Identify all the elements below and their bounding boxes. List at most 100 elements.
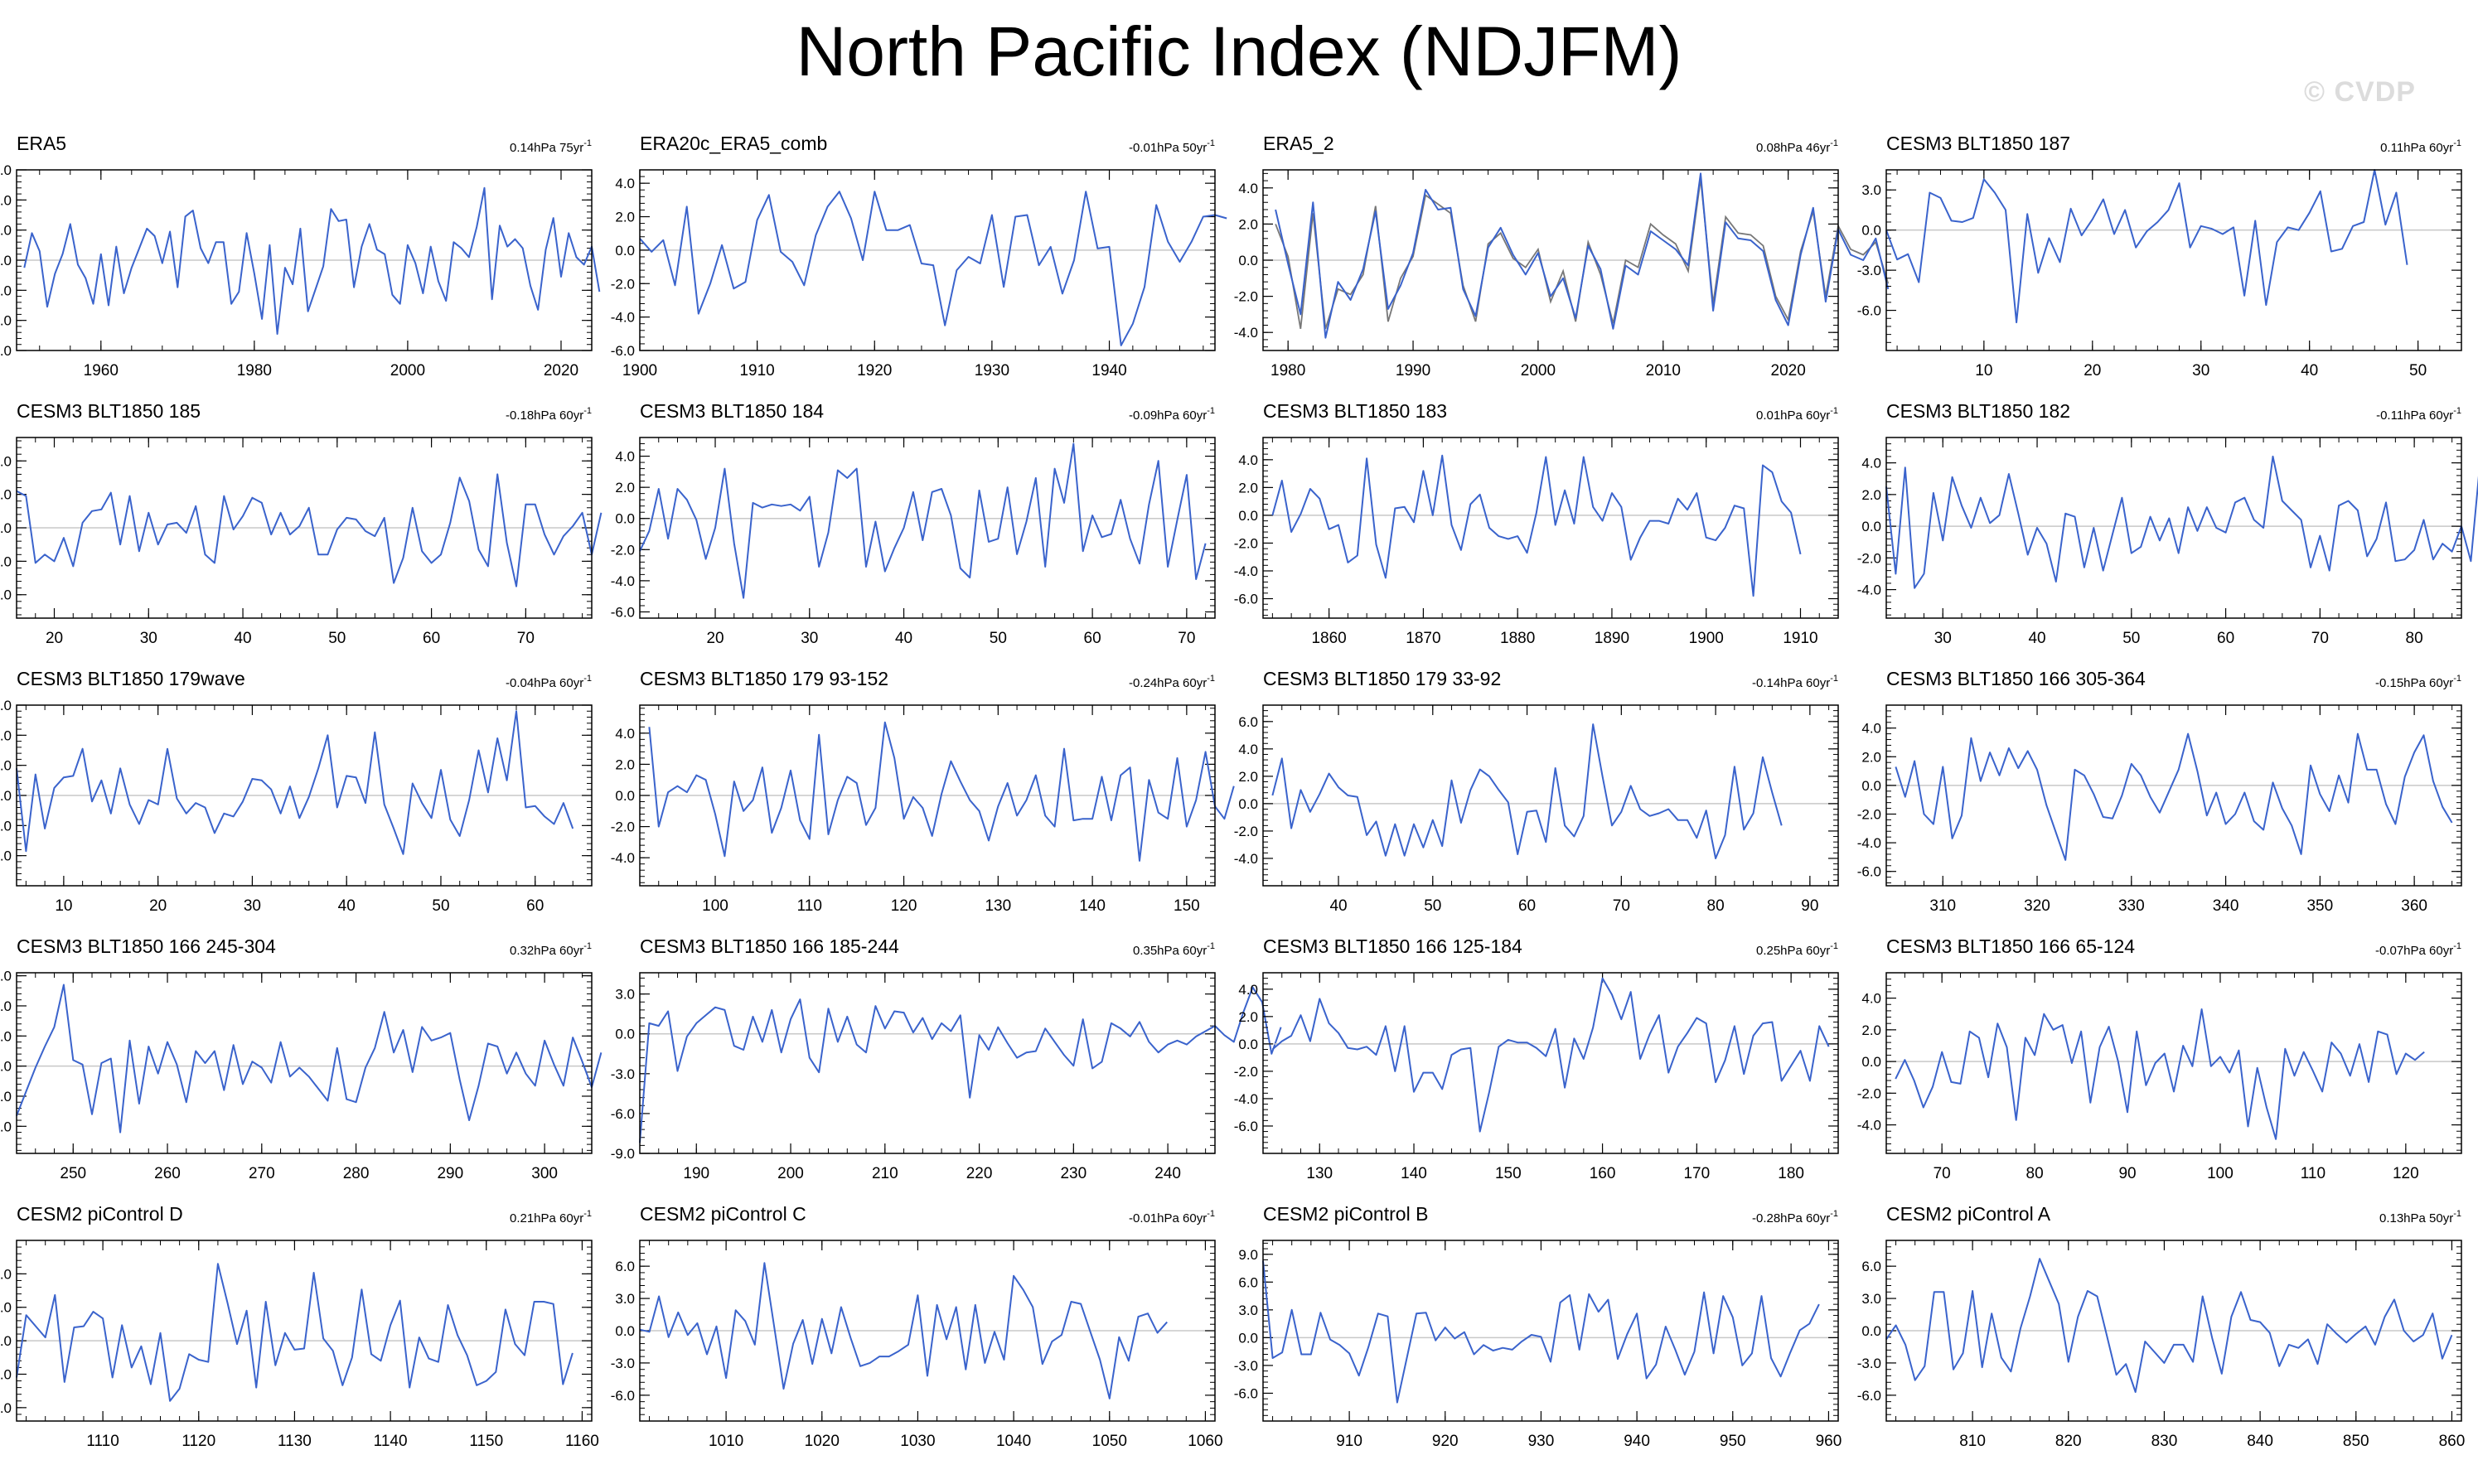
x-tick-label: 150	[1174, 897, 1200, 915]
chart-panel: CESM3 BLT1850 184 -0.09hPa 60yr-1 4.0 2.0 0.…	[611, 400, 1216, 647]
x-tick-label: 150	[1495, 1165, 1522, 1182]
y-tick-label: 0.0	[1861, 1054, 1881, 1070]
x-tick-label: 960	[1816, 1433, 1842, 1450]
chart-panel: ERA5_2 0.08hPa 46yr-1 4.0 2.0 0.0 -2.0 -4.0 198…	[1234, 133, 1890, 379]
y-tick-label: 4.0	[1238, 181, 1258, 196]
panel-title: CESM3 BLT1850 184	[640, 400, 824, 422]
panel-title: CESM3 BLT1850 182	[1886, 400, 2070, 422]
plot-frame	[1262, 437, 1839, 619]
x-tick-label: 1110	[86, 1433, 119, 1450]
y-tick-label: 3.0	[1861, 1291, 1881, 1307]
x-tick-label: 830	[2151, 1433, 2178, 1450]
y-tick-label: -4.0	[0, 848, 12, 864]
y-tick-label: -6.0	[1234, 1385, 1258, 1401]
y-tick-label: 6.0	[1861, 1259, 1881, 1274]
chart-panel: CESM3 BLT1850 166 125-184 0.25hPa 60yr-1 4…	[1234, 935, 1839, 1182]
y-tick-label: 0.0	[1238, 1330, 1258, 1346]
trend-value: 0.21hPa 60yr	[510, 1211, 583, 1225]
y-tick-label: -3.0	[611, 1356, 635, 1371]
y-tick-label: 4.0	[1861, 721, 1881, 737]
x-tick-label: 250	[60, 1165, 86, 1182]
trend-value: -0.14hPa 60yr	[1752, 676, 1830, 690]
trend-value: -0.11hPa 60yr	[2376, 408, 2453, 423]
x-tick-label: 350	[2306, 897, 2333, 915]
chart-panel: CESM3 BLT1850 166 245-304 0.32hPa 60yr-1 6…	[0, 935, 603, 1182]
plot-frame	[639, 169, 1216, 351]
x-tick-label: 290	[437, 1165, 463, 1182]
x-tick-label: 1040	[996, 1433, 1031, 1450]
x-tick-label: 1050	[1092, 1433, 1127, 1450]
y-tick-label: 3.0	[1238, 1303, 1258, 1318]
series-line	[1895, 1008, 2425, 1140]
y-tick-label: 0.0	[1861, 223, 1881, 239]
x-tick-label: 1880	[1500, 630, 1535, 647]
x-tick-label: 100	[702, 897, 728, 915]
x-tick-label: 1130	[278, 1433, 312, 1450]
trend-exponent: -1	[583, 674, 592, 684]
y-tick-label: 0.0	[615, 243, 635, 259]
x-tick-label: 1010	[709, 1433, 743, 1450]
y-tick-label: -6.0	[1857, 303, 1881, 319]
x-tick-label: 1860	[1311, 630, 1346, 647]
panel-title: ERA20c_ERA5_comb	[640, 133, 827, 154]
panel-trend: 0.35hPa 60yr-1	[1133, 941, 1215, 958]
x-tick-label: 910	[1336, 1433, 1362, 1450]
trend-value: 0.14hPa 75yr	[510, 141, 583, 155]
chart-panel: ERA5 0.14hPa 75yr-1 6.0 4.0 2.0 0.0 -2.0 -4.0 -6…	[0, 133, 601, 379]
panel-title: CESM2 piControl C	[640, 1203, 806, 1225]
chart-panel: CESM3 BLT1850 166 65-124 -0.07hPa 60yr-1 4…	[1857, 935, 2462, 1182]
y-tick-label: 4.0	[615, 176, 635, 191]
y-tick-label: -6.0	[1234, 1119, 1258, 1134]
trend-value: -0.01hPa 50yr	[1129, 141, 1207, 155]
series-line	[16, 1263, 574, 1402]
y-tick-label: 3.0	[615, 987, 635, 1003]
x-tick-label: 70	[1178, 630, 1195, 647]
trend-value: -0.28hPa 60yr	[1752, 1211, 1830, 1225]
y-tick-label: 0.0	[1238, 253, 1258, 268]
x-tick-label: 850	[2343, 1433, 2369, 1450]
y-tick-label: -6.0	[611, 604, 635, 620]
y-tick-label: -2.0	[0, 283, 12, 298]
y-tick-label: 0.0	[0, 1059, 12, 1075]
x-tick-label: 120	[891, 897, 917, 915]
chart-panel: CESM2 piControl C -0.01hPa 60yr-1 6.0 3.0 0.…	[611, 1203, 1223, 1450]
x-tick-label: 2000	[1521, 362, 1556, 379]
y-tick-label: 6.0	[0, 162, 12, 178]
y-tick-label: 0.0	[615, 788, 635, 804]
chart-panel: CESM3 BLT1850 185 -0.18hPa 60yr-1 4.0 2.0 0.…	[0, 400, 603, 647]
y-tick-label: 2.0	[1861, 749, 1881, 765]
panel-title: CESM2 piControl D	[17, 1203, 183, 1225]
trend-exponent: -1	[2453, 674, 2461, 684]
x-tick-label: 30	[1934, 630, 1952, 647]
y-tick-label: -3.0	[1857, 263, 1881, 278]
series-line	[1885, 169, 2408, 324]
x-tick-label: 340	[2213, 897, 2239, 915]
x-tick-label: 20	[46, 630, 63, 647]
y-tick-label: -2.0	[611, 276, 635, 292]
y-tick-label: 0.0	[1238, 508, 1258, 524]
panel-trend: 0.11hPa 60yr-1	[2380, 138, 2461, 155]
x-tick-label: 40	[234, 630, 251, 647]
series-line	[639, 442, 1207, 599]
trend-value: -0.09hPa 60yr	[1129, 408, 1207, 423]
y-tick-label: 2.0	[1861, 1022, 1881, 1038]
y-tick-label: -3.0	[1857, 1356, 1881, 1371]
x-tick-label: 240	[1154, 1165, 1181, 1182]
y-tick-label: -4.0	[611, 310, 635, 326]
x-tick-label: 820	[2055, 1433, 2082, 1450]
y-tick-label: 2.0	[1238, 1009, 1258, 1025]
x-tick-label: 120	[2393, 1165, 2419, 1182]
y-tick-label: -6.0	[1857, 864, 1881, 880]
x-tick-label: 70	[2311, 630, 2329, 647]
trend-exponent: -1	[1830, 1209, 1838, 1219]
y-tick-label: 4.0	[0, 192, 12, 208]
trend-value: 0.08hPa 46yr	[1756, 141, 1830, 155]
x-tick-label: 40	[1329, 897, 1347, 915]
x-tick-label: 80	[2026, 1165, 2044, 1182]
y-tick-label: 0.0	[0, 788, 12, 804]
y-tick-label: -2.0	[1857, 1085, 1881, 1101]
y-tick-label: 9.0	[1238, 1247, 1258, 1263]
x-tick-label: 10	[1975, 362, 1992, 379]
x-tick-label: 180	[1778, 1165, 1804, 1182]
y-tick-label: -2.0	[1857, 550, 1881, 566]
